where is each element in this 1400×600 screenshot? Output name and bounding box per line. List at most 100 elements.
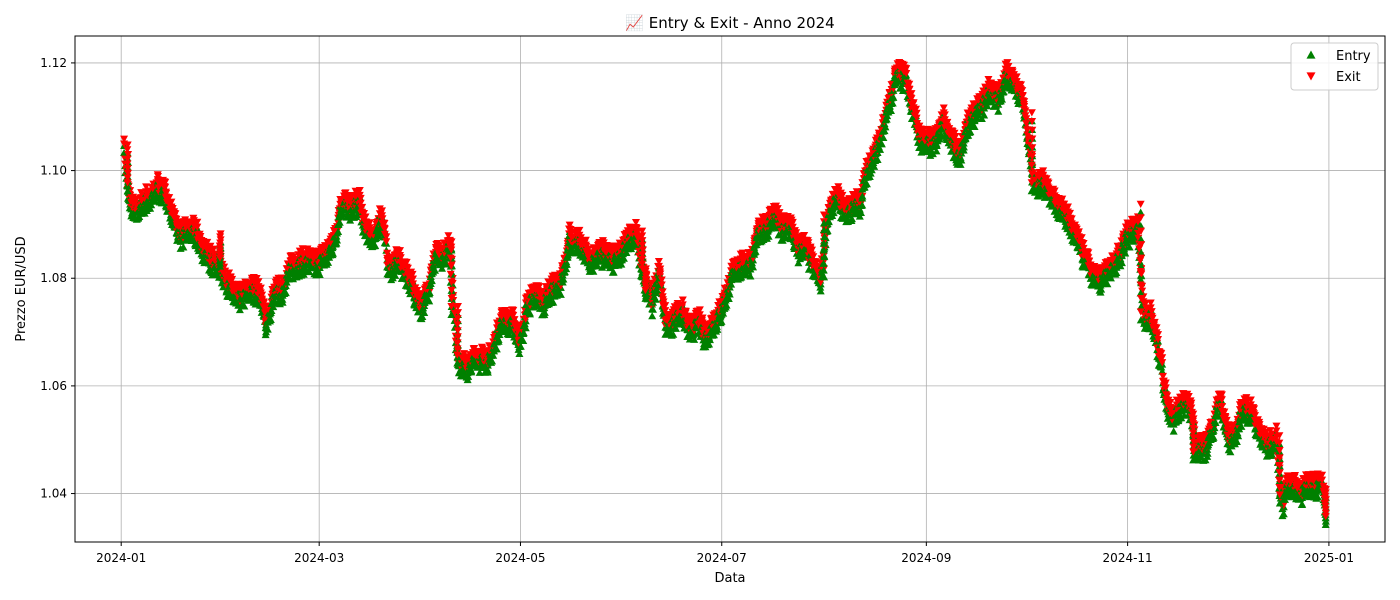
- exit-marker: [209, 245, 218, 253]
- exit-marker: [382, 238, 391, 246]
- entry-marker: [494, 335, 503, 343]
- exit-marker: [171, 210, 180, 218]
- exit-marker: [656, 265, 665, 273]
- exit-marker: [788, 218, 797, 227]
- exit-marker: [695, 306, 704, 314]
- exit-marker: [912, 109, 921, 117]
- exit-marker: [444, 232, 453, 240]
- entry-marker: [334, 227, 343, 235]
- exit-marker: [409, 280, 418, 288]
- entry-marker: [886, 106, 895, 115]
- entry-marker: [425, 297, 434, 305]
- exit-marker: [1021, 107, 1030, 115]
- entry-marker: [671, 324, 680, 332]
- entry-marker: [862, 180, 871, 188]
- exit-marker: [1133, 218, 1142, 226]
- exit-marker: [1077, 234, 1086, 242]
- exit-marker: [478, 345, 487, 353]
- exit-marker: [575, 226, 584, 235]
- entry-marker: [879, 133, 888, 142]
- exit-marker: [1074, 228, 1083, 236]
- exit-marker: [905, 80, 914, 88]
- entry-marker: [751, 247, 760, 255]
- entry-marker: [876, 145, 885, 153]
- entry-marker: [425, 288, 434, 296]
- entry-marker: [749, 263, 758, 271]
- exit-marker: [1039, 167, 1048, 175]
- entry-marker: [999, 87, 1008, 96]
- entry-marker: [540, 308, 549, 316]
- exit-marker: [396, 254, 405, 262]
- entry-marker: [824, 217, 833, 226]
- entry-marker: [1106, 274, 1115, 282]
- entry-marker: [1125, 243, 1134, 251]
- entry-marker: [746, 272, 755, 280]
- entry-marker: [957, 156, 966, 164]
- entry-marker: [371, 241, 380, 250]
- exit-marker: [1050, 187, 1059, 195]
- entry-marker: [1117, 258, 1126, 267]
- exit-marker: [434, 242, 443, 250]
- exit-marker: [738, 249, 747, 257]
- entry-marker: [705, 335, 714, 344]
- exit-marker: [355, 186, 364, 195]
- entry-marker: [278, 298, 287, 306]
- entry-marker: [617, 260, 626, 268]
- entry-marker: [315, 270, 324, 279]
- exit-marker: [162, 189, 171, 198]
- entry-marker: [858, 201, 867, 209]
- exit-marker: [196, 232, 205, 241]
- exit-marker: [380, 225, 389, 234]
- entry-marker: [794, 259, 803, 267]
- entry-marker: [549, 298, 558, 306]
- entry-marker: [391, 271, 400, 279]
- entry-marker: [870, 162, 879, 170]
- entry-marker: [998, 95, 1007, 103]
- entry-marker: [669, 330, 678, 338]
- entry-marker: [928, 149, 937, 158]
- exit-marker: [905, 86, 914, 94]
- entry-marker: [959, 143, 968, 151]
- entry-marker: [881, 123, 890, 131]
- exit-marker: [161, 183, 170, 191]
- entry-marker: [829, 208, 838, 217]
- entry-marker: [619, 254, 628, 262]
- entry-marker: [263, 325, 272, 333]
- exit-marker: [584, 245, 593, 253]
- exit-marker: [356, 194, 365, 203]
- entry-marker: [179, 243, 188, 251]
- entry-marker: [519, 336, 528, 345]
- entry-marker: [722, 301, 731, 309]
- entry-marker: [157, 199, 166, 207]
- exit-marker: [773, 205, 782, 213]
- entry-marker: [725, 290, 734, 298]
- exit-marker: [661, 307, 670, 315]
- entry-marker: [464, 372, 473, 380]
- exit-marker: [1141, 299, 1150, 308]
- entry-marker: [492, 345, 501, 353]
- entry-marker: [880, 126, 889, 135]
- exit-marker: [907, 90, 916, 98]
- entry-marker: [488, 357, 497, 365]
- entry-marker: [719, 309, 728, 317]
- entry-marker: [883, 111, 892, 120]
- exit-marker: [656, 270, 665, 278]
- exit-marker: [943, 118, 952, 127]
- entry-marker: [495, 330, 504, 338]
- entry-marker: [713, 325, 722, 333]
- exit-marker: [153, 172, 162, 181]
- entry-marker: [1121, 249, 1130, 257]
- exit-marker: [940, 111, 949, 119]
- exit-marker: [1085, 257, 1094, 266]
- exit-marker: [358, 203, 367, 212]
- entry-marker: [966, 127, 975, 136]
- exit-marker: [939, 104, 948, 112]
- exit-marker: [1138, 287, 1147, 295]
- entry-marker: [653, 286, 662, 295]
- exit-marker: [402, 258, 411, 267]
- entry-marker: [427, 276, 436, 284]
- exit-marker: [395, 247, 404, 255]
- exit-marker: [678, 296, 687, 304]
- exit-marker: [912, 114, 921, 122]
